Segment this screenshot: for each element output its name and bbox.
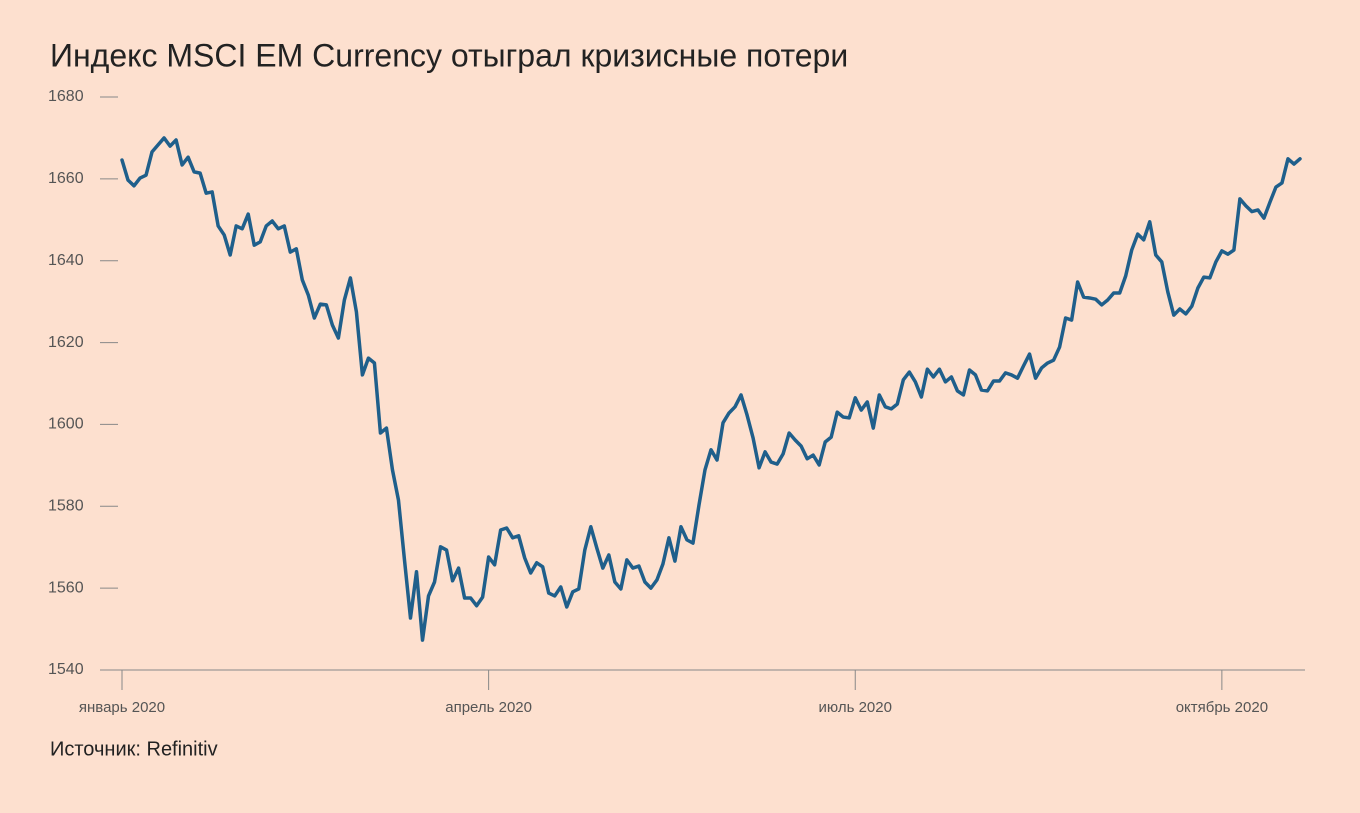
y-tick-label: 1560: [48, 579, 84, 596]
x-tick-label: апрель 2020: [445, 699, 532, 716]
y-tick-label: 1620: [48, 334, 84, 351]
y-tick-label: 1680: [48, 88, 84, 105]
data-line: [120, 136, 1302, 642]
y-tick-label: 1640: [48, 252, 84, 269]
x-tick-label: январь 2020: [79, 699, 165, 716]
chart-title: Индекс MSCI EM Currency отыграл кризисны…: [50, 37, 848, 73]
x-tick-label: июль 2020: [819, 699, 892, 716]
source-note: Источник: Refinitiv: [50, 738, 218, 760]
x-tick-label: октябрь 2020: [1176, 699, 1268, 716]
y-tick-label: 1580: [48, 498, 84, 515]
y-tick-label: 1540: [48, 661, 84, 678]
y-tick-label: 1660: [48, 170, 84, 187]
y-tick-label: 1600: [48, 416, 84, 433]
